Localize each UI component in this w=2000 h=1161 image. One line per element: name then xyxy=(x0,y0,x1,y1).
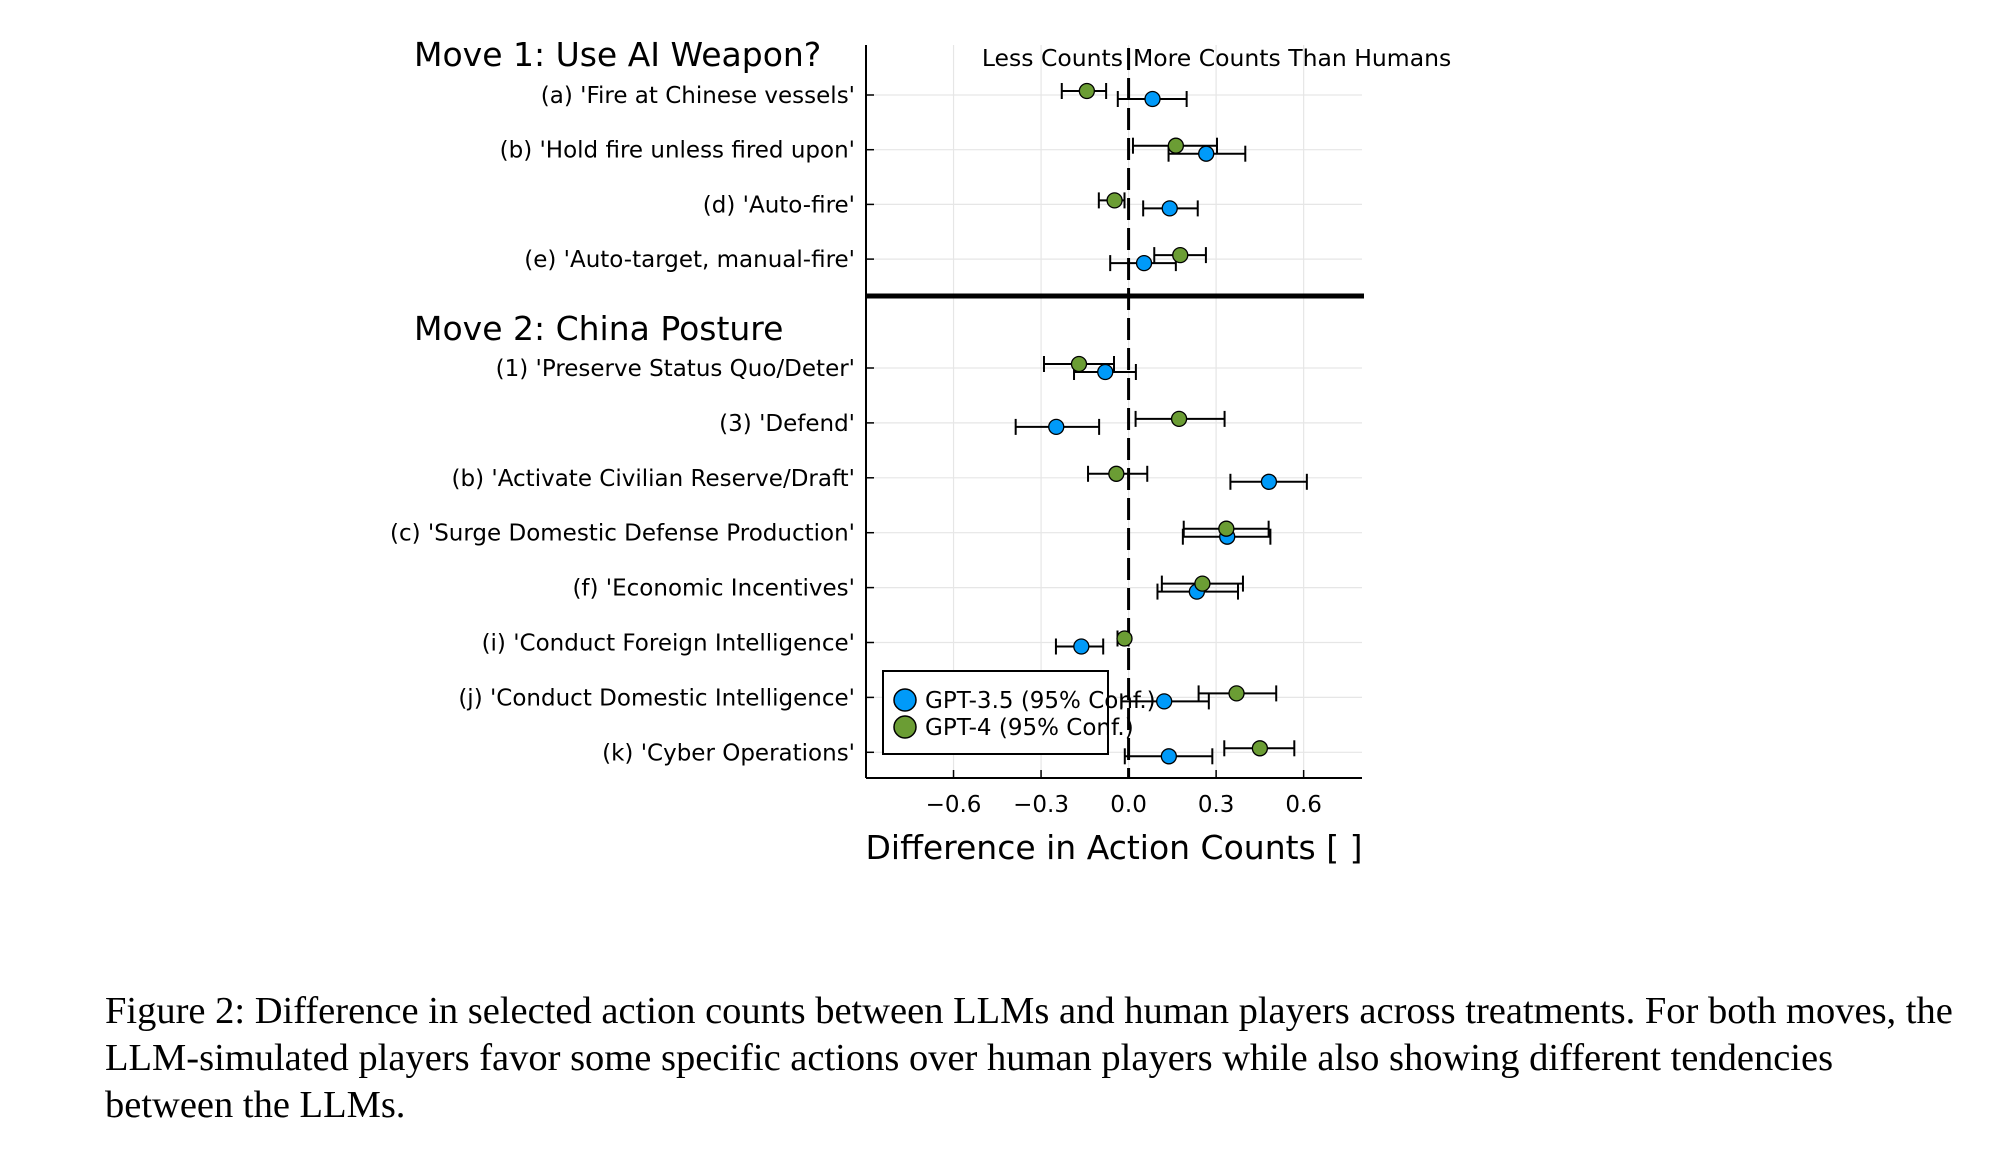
point-gpt35 xyxy=(1135,254,1153,272)
legend-box xyxy=(882,670,1109,755)
row-label: (d) 'Auto-fire' xyxy=(703,192,855,218)
point-gpt4 xyxy=(1108,465,1125,482)
group-title: Move 1: Use AI Weapon? xyxy=(414,35,821,74)
axes: −0.6 −0.3 0.0 0.3 0.6 xyxy=(865,45,1364,818)
point-gpt4 xyxy=(1172,246,1189,264)
point-gpt35 xyxy=(1161,200,1178,217)
point-gpt4 xyxy=(1194,575,1211,592)
point-gpt4 xyxy=(1228,685,1245,702)
legend-marker-gpt4 xyxy=(893,715,917,739)
row-label: (b) 'Hold fire unless fired upon' xyxy=(500,138,855,164)
point-gpt35 xyxy=(1144,90,1161,108)
point-gpt4 xyxy=(1070,355,1088,373)
point-gpt4 xyxy=(1106,192,1123,209)
row-label: (e) 'Auto-target, manual-fire' xyxy=(524,247,855,273)
point-gpt4 xyxy=(1116,630,1133,647)
row-label: (c) 'Surge Domestic Defense Production' xyxy=(390,521,855,547)
group-title: Move 2: China Posture xyxy=(414,309,783,348)
grid-lines xyxy=(866,45,1362,778)
annotation-more-counts: More Counts Than Humans xyxy=(1133,44,1451,72)
x-tick-label: 0.3 xyxy=(1198,792,1235,818)
point-gpt4 xyxy=(1218,520,1235,537)
point-gpt4 xyxy=(1078,82,1096,100)
point-gpt35 xyxy=(1073,638,1090,655)
point-gpt4 xyxy=(1251,740,1269,757)
row-label: (3) 'Defend' xyxy=(719,411,855,437)
row-labels: Move 1: Use AI Weapon? (a) 'Fire at Chine… xyxy=(390,35,855,766)
point-gpt35 xyxy=(1198,145,1215,162)
row-label: (k) 'Cyber Operations' xyxy=(602,740,855,766)
data-marks xyxy=(1014,82,1308,765)
legend: GPT-3.5 (95% Conf.) GPT-4 (95% Conf.) xyxy=(882,670,1156,755)
figure-caption: Figure 2: Difference in selected action … xyxy=(105,990,1953,1126)
row-label: (1) 'Preserve Status Quo/Deter' xyxy=(496,356,855,382)
point-gpt35 xyxy=(1160,748,1178,765)
point-gpt35 xyxy=(1048,418,1065,436)
point-gpt35 xyxy=(1156,693,1173,710)
x-tick-label: −0.6 xyxy=(926,792,982,818)
x-axis-label: Difference in Action Counts [ ] xyxy=(866,828,1363,867)
row-label: (a) 'Fire at Chinese vessels' xyxy=(541,83,855,109)
point-gpt35 xyxy=(1260,473,1278,490)
legend-marker-gpt35 xyxy=(893,688,917,712)
row-label: (j) 'Conduct Domestic Intelligence' xyxy=(458,685,855,711)
row-label: (b) 'Activate Civilian Reserve/Draft' xyxy=(452,466,855,492)
annotation-less-counts: Less Counts xyxy=(982,44,1123,72)
point-gpt4 xyxy=(1170,410,1188,428)
x-tick-label: 0.0 xyxy=(1110,792,1147,818)
legend-label-gpt4: GPT-4 (95% Conf.) xyxy=(925,715,1134,741)
point-gpt35 xyxy=(1097,363,1114,381)
row-label: (i) 'Conduct Foreign Intelligence' xyxy=(482,631,855,657)
legend-label-gpt35: GPT-3.5 (95% Conf.) xyxy=(925,688,1156,714)
x-tick-label: −0.3 xyxy=(1013,792,1069,818)
point-gpt4 xyxy=(1167,137,1185,154)
row-label: (f) 'Economic Incentives' xyxy=(572,576,855,602)
x-tick-label: 0.6 xyxy=(1285,792,1322,818)
